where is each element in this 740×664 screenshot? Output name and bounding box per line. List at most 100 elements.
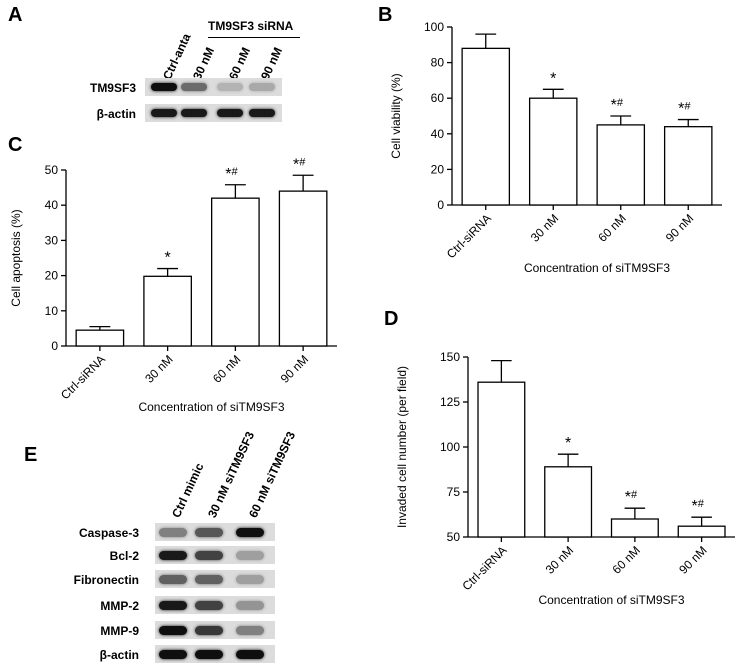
panel-letter-e: E (24, 444, 38, 466)
chart-b-y-tick-label: 0 (437, 198, 444, 212)
blot-e-row-label: β-actin (99, 648, 139, 662)
blot-e-band (236, 601, 264, 610)
chart-c-y-tick-label: 50 (45, 163, 59, 177)
chart-c-y-tick-label: 20 (45, 269, 59, 283)
chart-b-bar (461, 47, 511, 206)
chart-b-x-tick-label: 90 nM (663, 211, 696, 244)
chart-c-bar (211, 197, 260, 347)
blot-a-row-label: TM9SF3 (89, 81, 136, 95)
blot-e-band (159, 575, 187, 584)
blot-e-row-label: MMP-2 (100, 599, 139, 613)
chart-d-bar (677, 525, 726, 538)
chart-b-y-tick-label: 20 (431, 162, 445, 176)
chart-b-bar (663, 126, 713, 206)
blot-a-band (181, 83, 207, 91)
chart-d-y-tick-label: 150 (440, 350, 460, 364)
chart-d-significance-label: *# (691, 498, 704, 515)
chart-c-x-tick-label: 90 nM (278, 352, 311, 385)
blot-e-band (195, 601, 223, 610)
chart-d-x-tick-label: 60 nM (610, 543, 643, 576)
chart-b-significance-label: * (550, 70, 556, 87)
chart-d-y-axis-label: Invaded cell number (per field) (395, 366, 409, 528)
blot-a-blot-strip (145, 104, 282, 122)
chart-b-y-tick-label: 40 (431, 127, 445, 141)
blot-a-band (181, 109, 207, 117)
chart-c-y-tick-label: 0 (51, 339, 58, 353)
blot-e-band (159, 650, 187, 659)
chart-d-y-tick-label: 100 (440, 440, 460, 454)
blot-e-band (159, 601, 187, 610)
chart-b-y-tick-label: 80 (431, 56, 445, 70)
chart-d-y-tick-label: 75 (447, 485, 461, 499)
blot-e-band (236, 575, 264, 584)
blot-e-row-label: MMP-9 (100, 624, 139, 638)
panel-letter-b: B (378, 4, 393, 26)
blot-e-band (159, 626, 187, 635)
chart-c-y-tick-label: 40 (45, 198, 59, 212)
chart-c-x-tick-label: Ctrl-siRNA (58, 352, 108, 402)
panel-letter-a: A (8, 4, 23, 26)
chart-b-x-axis-label: Concentration of siTM9SF3 (524, 261, 670, 275)
chart-c-significance-label: * (165, 250, 171, 267)
chart-d-x-axis-label: Concentration of siTM9SF3 (538, 593, 684, 607)
chart-d-significance-label: * (565, 435, 571, 452)
chart-d-bar (544, 466, 593, 538)
chart-d-x-tick-label: Ctrl-siRNA (460, 543, 510, 593)
chart-c-bar (75, 329, 125, 347)
blot-a-band (249, 109, 275, 117)
blot-e-band (236, 551, 264, 560)
blot-e-band (236, 650, 264, 659)
blot-e-band (159, 551, 187, 560)
panel-letter-d: D (384, 308, 399, 330)
blot-e-band (236, 626, 264, 635)
chart-b-significance-label: *# (678, 101, 691, 118)
chart-c-x-tick-label: 30 nM (142, 352, 175, 385)
group-underline (208, 37, 300, 38)
blot-e-row-label: Bcl-2 (109, 549, 139, 563)
blot-a-band (151, 83, 177, 91)
chart-d-x-tick-label: 90 nM (676, 543, 709, 576)
blot-e-band (195, 575, 223, 584)
blot-a-band (217, 83, 243, 91)
chart-c-significance-label: *# (293, 156, 306, 173)
chart-c-y-axis-label: Cell apoptosis (%) (9, 209, 23, 306)
blot-a-band (217, 109, 243, 117)
blot-e-row-label: Fibronectin (73, 573, 139, 587)
chart-b-y-tick-label: 100 (424, 20, 444, 34)
blot-e-band (195, 528, 223, 537)
chart-d-bar (477, 381, 526, 538)
chart-c-x-tick-label: 60 nM (210, 352, 243, 385)
blot-e-band (159, 528, 187, 537)
chart-b-bar (528, 97, 578, 206)
blot-a-blot-strip (145, 78, 282, 96)
blot-e-band (236, 528, 264, 537)
chart-b-bar (596, 124, 646, 206)
chart-c-significance-label: *# (225, 166, 238, 183)
chart-c-bar (278, 190, 328, 347)
chart-b-significance-label: *# (611, 97, 624, 114)
chart-b-y-tick-label: 60 (431, 91, 445, 105)
chart-d-significance-label: *# (625, 489, 638, 506)
blot-e-band (195, 626, 223, 635)
chart-b-x-tick-label: 60 nM (595, 211, 628, 244)
chart-b-y-axis-label: Cell viability (%) (389, 73, 403, 158)
blot-a-band (249, 83, 275, 91)
blot-e-band (195, 650, 223, 659)
panel-letter-c: C (8, 134, 23, 156)
chart-d-y-tick-label: 125 (440, 395, 460, 409)
blot-e-band (195, 551, 223, 560)
group-title-tm9sf3-sirna: TM9SF3 siRNA (208, 19, 294, 33)
chart-d-x-tick-label: 30 nM (543, 543, 576, 576)
blot-a-row-label: β-actin (96, 107, 136, 121)
chart-c-x-axis-label: Concentration of siTM9SF3 (138, 400, 284, 414)
blot-e-row-label: Caspase-3 (78, 526, 139, 540)
blot-a-band (151, 109, 177, 117)
chart-c-bar (143, 275, 192, 347)
chart-b-x-tick-label: 30 nM (528, 211, 561, 244)
chart-c-y-tick-label: 10 (45, 304, 59, 318)
chart-d-y-tick-label: 50 (447, 530, 461, 544)
chart-c-y-tick-label: 30 (45, 233, 59, 247)
chart-b-x-tick-label: Ctrl-siRNA (444, 211, 494, 261)
chart-d-bar (610, 518, 659, 538)
